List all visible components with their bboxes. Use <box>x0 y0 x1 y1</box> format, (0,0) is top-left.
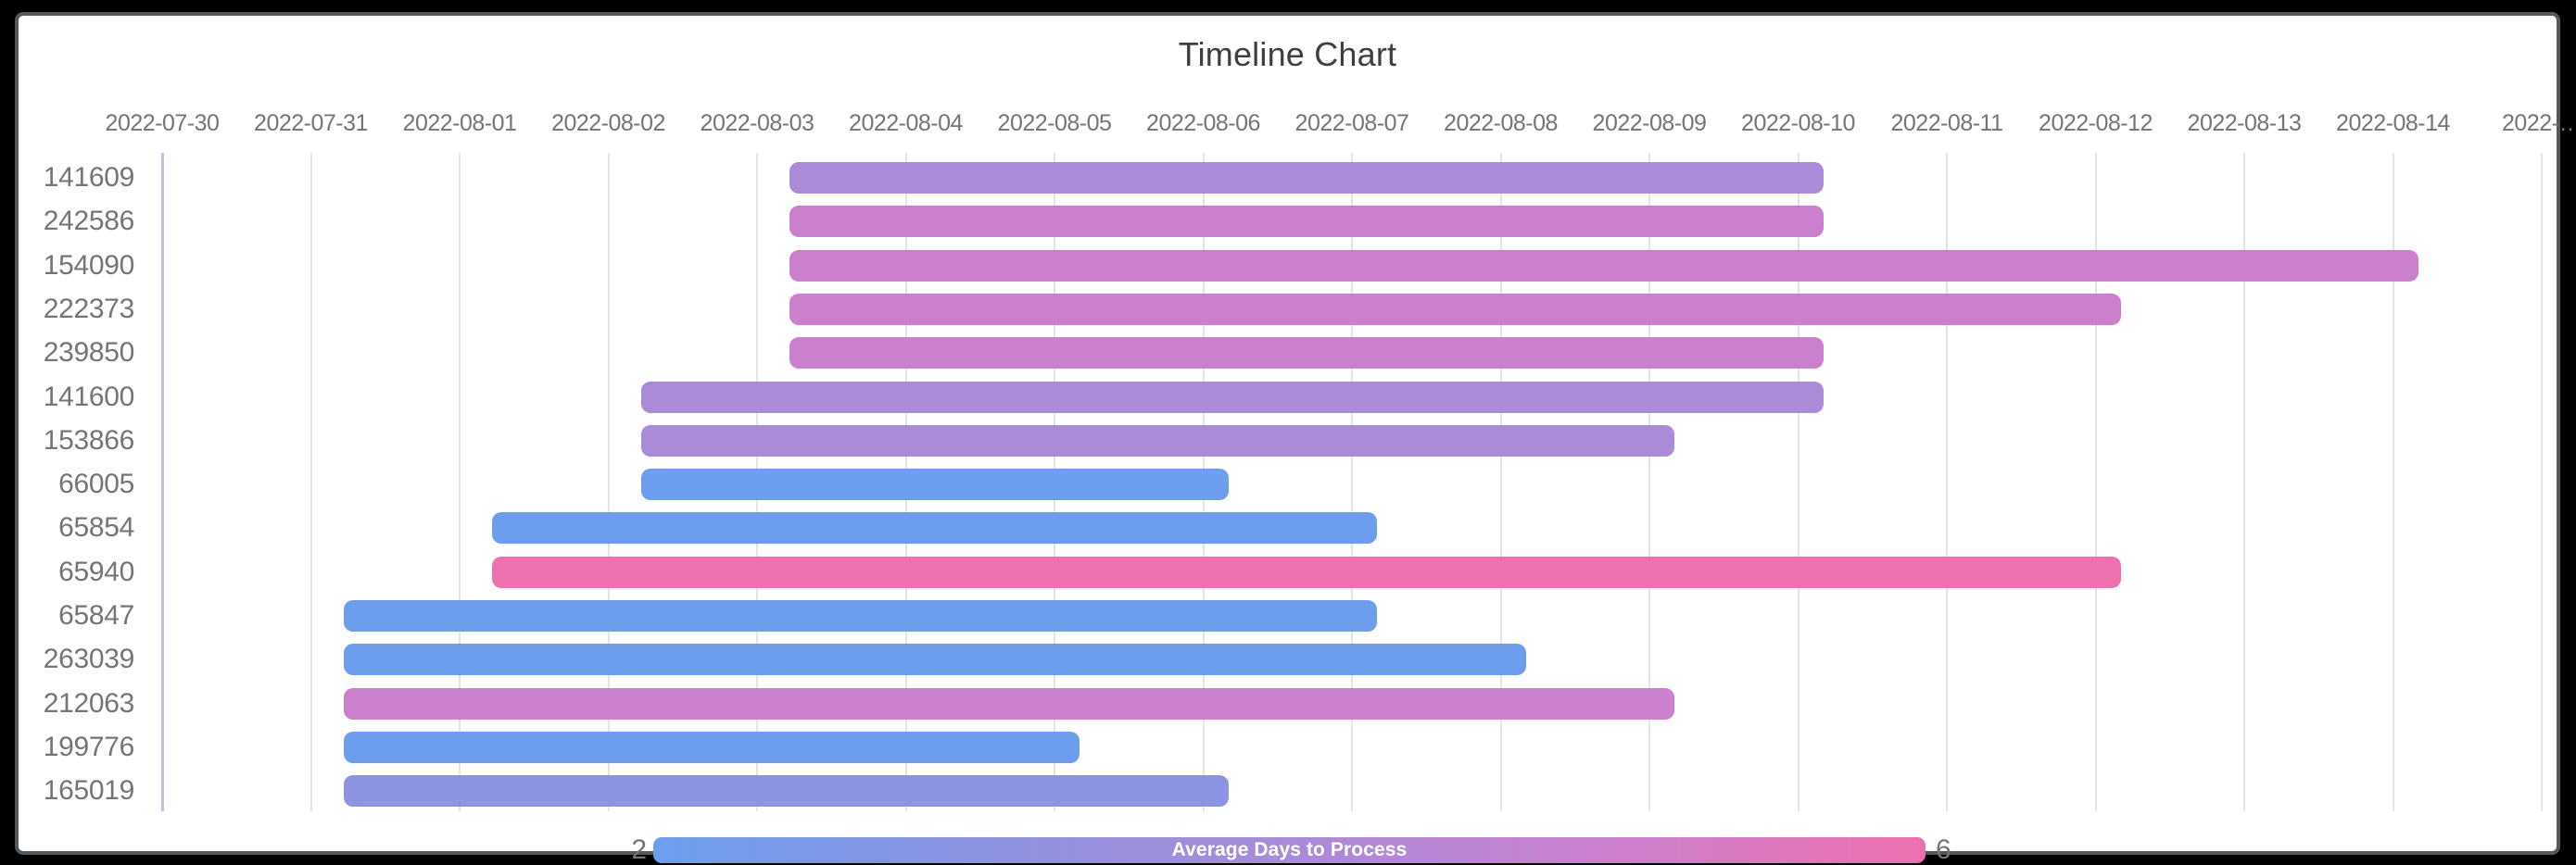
row-label: 66005 <box>58 469 134 500</box>
timeline-bar[interactable] <box>789 249 2418 282</box>
gridline <box>1797 153 1799 811</box>
x-axis-tick-label: 2022-07-30 <box>105 110 220 136</box>
row-label: 242586 <box>43 206 135 237</box>
timeline-bar[interactable] <box>789 337 1824 370</box>
gridline <box>309 153 312 811</box>
legend-title: Average Days to Process <box>1171 839 1408 860</box>
x-axis-tick-label: 2022-08-10 <box>1741 110 1855 136</box>
chart-card: Timeline Chart 2022-07-30 2022-07-31 2022-… <box>19 16 2576 864</box>
timeline-bar[interactable] <box>640 424 1674 457</box>
x-axis-tick-label: 2022-08-14 <box>2336 110 2450 136</box>
gridline <box>2243 153 2245 811</box>
row-label: 65854 <box>58 512 134 544</box>
x-axis-tick-label: 2022-08-06 <box>1146 110 1260 136</box>
x-axis-tick-label: 2022-08-01 <box>402 110 517 136</box>
gridline <box>1946 153 1948 811</box>
row-label: 154090 <box>43 249 135 281</box>
x-axis-tick-label: 2022-08-08 <box>1444 110 1558 136</box>
gridline <box>2094 153 2097 811</box>
axis-baseline <box>161 153 164 811</box>
gridline <box>1499 153 1502 811</box>
timeline-bar[interactable] <box>343 775 1229 808</box>
row-label: 199776 <box>43 731 135 762</box>
gridline <box>1351 153 1353 811</box>
timeline-bar[interactable] <box>789 162 1824 194</box>
x-axis-tick-label: 2022-08-04 <box>849 110 963 136</box>
timeline-bar[interactable] <box>343 731 1080 763</box>
legend-min-label: 2 <box>631 834 647 865</box>
timeline-bar[interactable] <box>640 381 1824 413</box>
gridline <box>1648 153 1650 811</box>
gridline <box>2541 153 2543 811</box>
timeline-bar[interactable] <box>640 469 1229 501</box>
x-axis-tick-label: 2022-07-31 <box>254 110 368 136</box>
gridline <box>459 153 461 811</box>
x-axis-tick-label: 2022-08-12 <box>2039 110 2153 136</box>
row-label: 153866 <box>43 424 135 456</box>
row-label: 263039 <box>43 644 135 675</box>
x-axis-tick-label: 2022-08-05 <box>997 110 1112 136</box>
row-label: 65847 <box>58 600 134 631</box>
row-label: 212063 <box>43 687 135 719</box>
legend-gradient-bar: Average Days to Process <box>653 837 1926 863</box>
x-axis-tick-label: 2022-08-11 <box>1890 110 2003 136</box>
timeline-bar[interactable] <box>343 687 1674 720</box>
timeline-bar[interactable] <box>789 206 1824 238</box>
x-axis-tick-label: 2022-08-03 <box>700 110 814 136</box>
legend-max-label: 6 <box>1936 834 1951 865</box>
row-label: 222373 <box>43 293 135 324</box>
x-axis-tick-label: 2022-… <box>2502 110 2576 136</box>
timeline-bar[interactable] <box>343 644 1526 676</box>
x-axis-tick-label: 2022-08-13 <box>2187 110 2302 136</box>
timeline-bar[interactable] <box>492 556 2121 588</box>
row-label: 141609 <box>43 162 135 193</box>
x-axis-tick-label: 2022-08-07 <box>1294 110 1409 136</box>
row-label: 141600 <box>43 381 135 412</box>
row-label: 165019 <box>43 775 135 807</box>
gridline <box>607 153 610 811</box>
timeline-bar[interactable] <box>789 293 2121 325</box>
chart-title: Timeline Chart <box>1178 35 1397 73</box>
timeline-bar[interactable] <box>492 512 1377 545</box>
x-axis-tick-label: 2022-08-02 <box>551 110 665 136</box>
row-label: 239850 <box>43 337 135 369</box>
gridline <box>2392 153 2394 811</box>
row-label: 65940 <box>58 556 134 587</box>
x-axis-tick-label: 2022-08-09 <box>1592 110 1707 136</box>
timeline-bar[interactable] <box>343 600 1377 632</box>
